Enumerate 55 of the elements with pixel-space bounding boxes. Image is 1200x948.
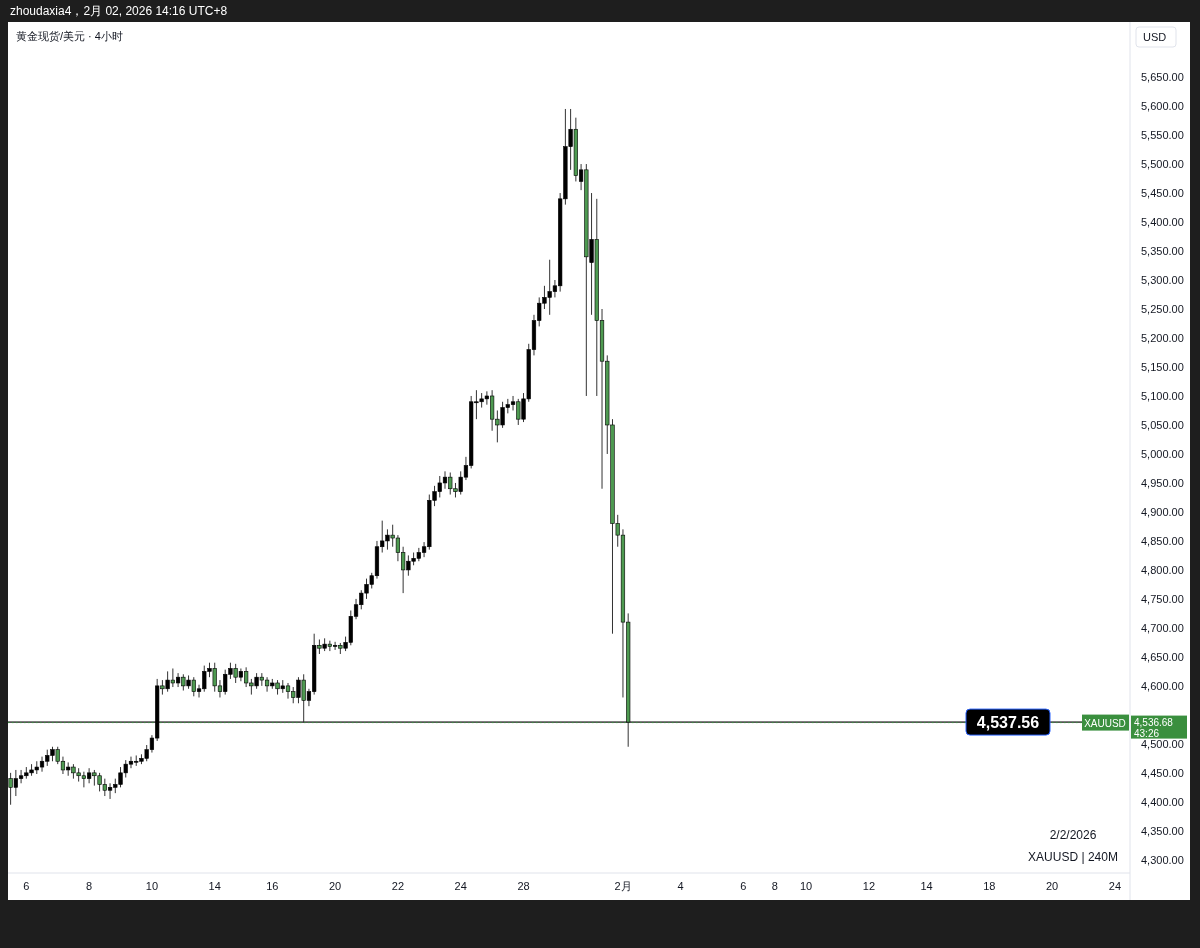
y-tick-label: 4,350.00 bbox=[1141, 824, 1184, 837]
x-tick-label: 4 bbox=[677, 880, 684, 892]
x-tick-label: 6 bbox=[23, 880, 30, 892]
text: 4,536.68 bbox=[1134, 716, 1174, 728]
x-tick-label: 20 bbox=[1045, 880, 1059, 892]
y-tick-label: 4,850.00 bbox=[1141, 534, 1184, 547]
text: 黄金现货/美元 · 4小时 bbox=[16, 30, 123, 42]
y-tick-label: 4,400.00 bbox=[1141, 795, 1184, 808]
y-axis-title: USD bbox=[1143, 31, 1167, 43]
y-tick-label: 5,000.00 bbox=[1141, 447, 1184, 460]
x-tick-label: 8 bbox=[86, 880, 93, 892]
y-tick-label: 5,400.00 bbox=[1141, 216, 1184, 229]
y-tick-label: 4,450.00 bbox=[1141, 766, 1184, 779]
ref-line-label: XAUUSD bbox=[1084, 717, 1126, 729]
y-tick-label: 5,450.00 bbox=[1141, 187, 1184, 200]
y-tick-label: 4,600.00 bbox=[1141, 679, 1184, 692]
y-tick-label: 4,500.00 bbox=[1141, 737, 1184, 750]
y-tick-label: 5,250.00 bbox=[1141, 303, 1184, 316]
x-tick-label: 28 bbox=[517, 880, 530, 892]
y-tick-label: 4,300.00 bbox=[1141, 853, 1184, 866]
annotation: XAUUSD | 240M bbox=[1028, 850, 1118, 864]
y-tick-label: 4,900.00 bbox=[1141, 505, 1184, 518]
y-tick-label: 4,800.00 bbox=[1141, 563, 1184, 576]
x-tick-label: 12 bbox=[862, 880, 876, 892]
ref-line-label: 4,537.56 bbox=[976, 714, 1040, 732]
y-tick-label: 4,950.00 bbox=[1141, 476, 1184, 489]
x-tick-label: 18 bbox=[983, 880, 996, 892]
y-tick-label: 5,150.00 bbox=[1141, 360, 1184, 373]
x-tick-label: 22 bbox=[391, 880, 405, 892]
x-tick-label: 10 bbox=[800, 880, 813, 892]
x-tick-label: 20 bbox=[328, 880, 342, 892]
y-tick-label: 5,100.00 bbox=[1141, 389, 1184, 402]
y-tick-label: 5,300.00 bbox=[1141, 274, 1184, 287]
y-tick-label: 4,750.00 bbox=[1141, 592, 1184, 605]
text: 43:26 bbox=[1134, 727, 1160, 739]
y-tick-label: 5,600.00 bbox=[1141, 100, 1184, 113]
x-tick-label: 24 bbox=[1108, 880, 1122, 892]
x-tick-label: 14 bbox=[920, 880, 933, 892]
x-tick-label: 10 bbox=[145, 880, 159, 892]
y-tick-label: 5,500.00 bbox=[1141, 158, 1184, 171]
x-tick-label: 16 bbox=[266, 880, 279, 892]
text: zhoudaxia4，2月 02, 2026 14:16 UTC+8 bbox=[10, 4, 228, 18]
annotation: 2/2/2026 bbox=[1049, 828, 1097, 842]
x-tick-label: 8 bbox=[771, 880, 778, 892]
y-tick-label: 5,350.00 bbox=[1141, 245, 1184, 258]
y-tick-label: 5,050.00 bbox=[1141, 418, 1184, 431]
y-tick-label: 5,550.00 bbox=[1141, 129, 1184, 142]
x-tick-label: 2月 bbox=[614, 880, 632, 892]
y-tick-label: 5,200.00 bbox=[1141, 332, 1184, 344]
y-tick-label: 4,700.00 bbox=[1141, 621, 1184, 634]
y-tick-label: 4,650.00 bbox=[1141, 650, 1184, 663]
x-tick-label: 14 bbox=[208, 880, 221, 892]
x-tick-label: 24 bbox=[454, 880, 467, 892]
y-tick-label: 5,650.00 bbox=[1141, 71, 1184, 84]
x-tick-label: 6 bbox=[740, 880, 747, 892]
